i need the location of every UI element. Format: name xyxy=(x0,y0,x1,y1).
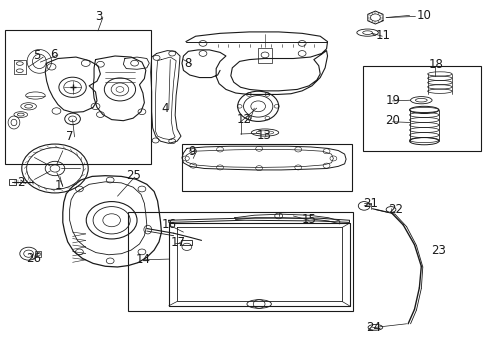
Text: 20: 20 xyxy=(385,114,399,127)
Text: 14: 14 xyxy=(135,253,150,266)
Text: 11: 11 xyxy=(375,29,389,42)
Bar xyxy=(5,30,150,164)
Text: 18: 18 xyxy=(428,58,443,71)
Bar xyxy=(35,251,41,257)
Text: 10: 10 xyxy=(416,9,430,22)
Text: 16: 16 xyxy=(161,219,176,231)
Text: 9: 9 xyxy=(187,145,195,158)
Bar xyxy=(181,240,191,246)
Bar xyxy=(258,48,271,63)
Bar xyxy=(182,144,351,191)
Text: 22: 22 xyxy=(388,203,403,216)
Bar xyxy=(362,66,480,151)
Bar xyxy=(128,212,352,311)
Text: 6: 6 xyxy=(50,48,58,61)
Text: 8: 8 xyxy=(183,57,191,70)
Text: 26: 26 xyxy=(26,252,41,265)
Text: 3: 3 xyxy=(95,10,102,23)
Text: 5: 5 xyxy=(33,49,41,63)
Text: 1: 1 xyxy=(55,179,62,192)
Text: 2: 2 xyxy=(18,176,25,189)
Text: 21: 21 xyxy=(362,197,377,210)
Text: 24: 24 xyxy=(365,321,380,334)
Text: 25: 25 xyxy=(126,169,141,182)
Text: 12: 12 xyxy=(236,113,251,126)
Text: 13: 13 xyxy=(256,129,270,142)
Text: 19: 19 xyxy=(385,94,399,107)
Text: 23: 23 xyxy=(430,244,445,257)
Text: 7: 7 xyxy=(66,130,74,143)
Bar xyxy=(9,179,16,185)
Text: 4: 4 xyxy=(161,102,169,114)
Text: 15: 15 xyxy=(302,213,316,226)
Text: 17: 17 xyxy=(170,237,185,249)
